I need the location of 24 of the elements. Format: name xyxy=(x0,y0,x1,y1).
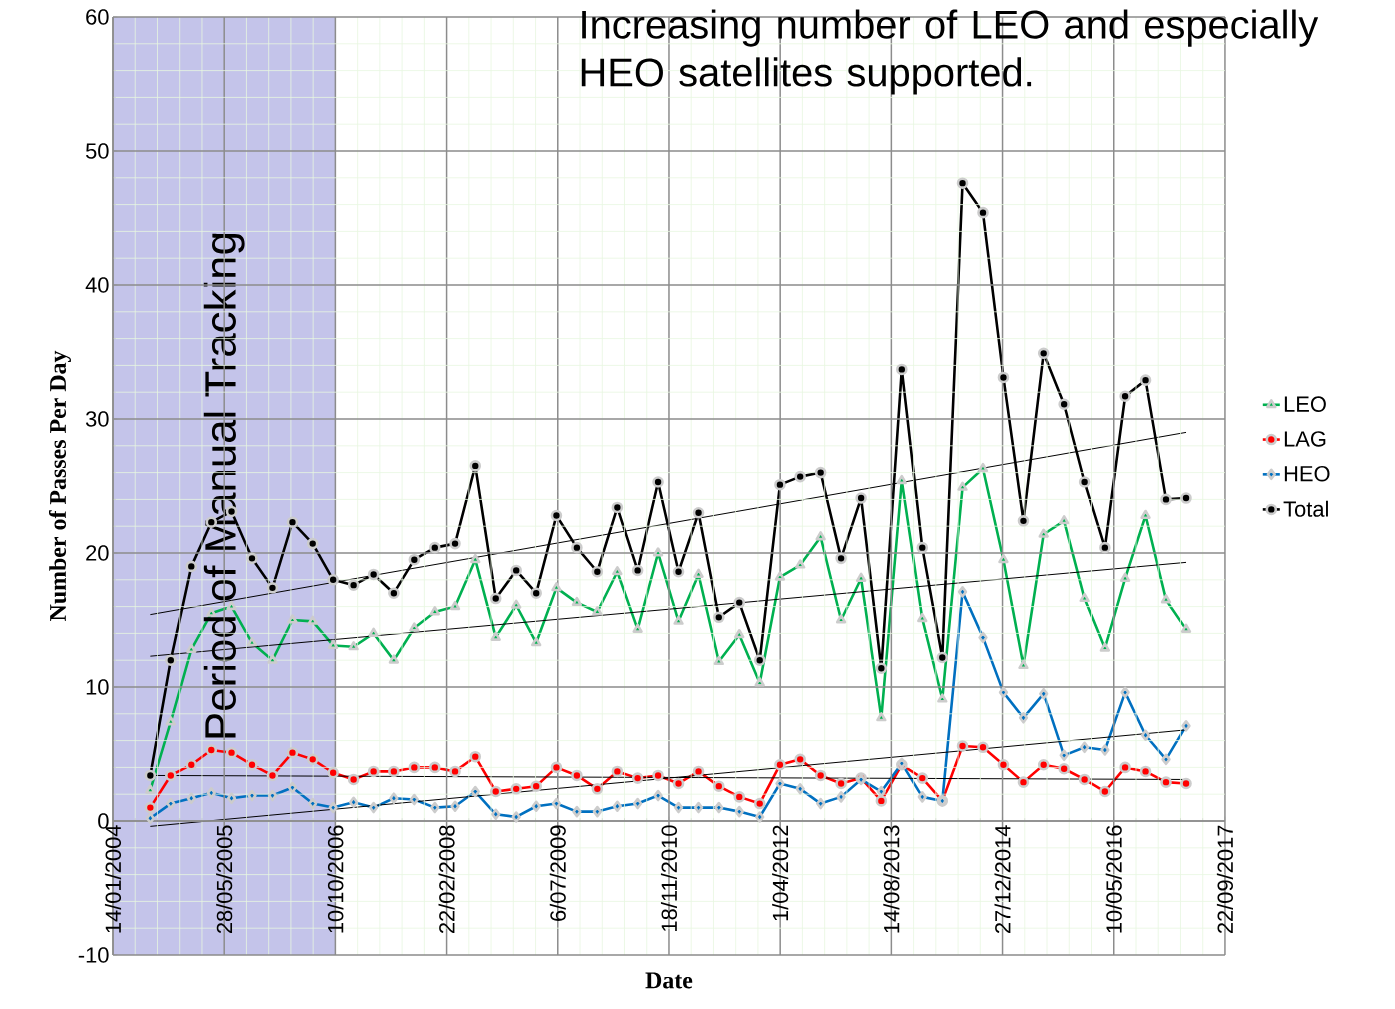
y-tick-label: 50 xyxy=(85,143,109,159)
x-tick-label: 10/05/2016 xyxy=(1105,825,1122,933)
y-tick-label: 10 xyxy=(86,679,109,695)
y-tick-label: -10 xyxy=(78,947,109,963)
annotation: Increasing number of LEO and especially HEO satellites supported. xyxy=(581,9,1319,95)
legend-label: LAG xyxy=(1284,431,1326,447)
x-tick-label: 18/11/2010 xyxy=(660,825,678,931)
x-tick-label: 22/09/2017 xyxy=(1216,825,1233,934)
x-tick-label: 1/04/2012 xyxy=(772,825,789,921)
y-tick-label: 30 xyxy=(85,411,109,427)
x-tick-label: 28/05/2005 xyxy=(216,825,233,934)
x-tick-label: 10/10/2006 xyxy=(327,825,344,933)
legend-label: HEO xyxy=(1284,465,1330,482)
x-axis-title: Date xyxy=(645,972,693,989)
y-tick-label: 20 xyxy=(86,545,109,561)
x-tick-label: 22/02/2008 xyxy=(438,825,455,934)
y-axis-title: Number of Passes Per Day xyxy=(48,350,71,622)
legend-label: LEO xyxy=(1284,396,1326,412)
y-tick-label: 40 xyxy=(85,277,109,293)
legend-label: Total xyxy=(1283,500,1328,517)
x-tick-label: 14/08/2013 xyxy=(883,825,900,933)
x-tick-label: 27/12/2014 xyxy=(994,825,1011,934)
x-tick-label: 6/07/2009 xyxy=(549,825,566,921)
y-tick-label: 60 xyxy=(86,9,109,25)
